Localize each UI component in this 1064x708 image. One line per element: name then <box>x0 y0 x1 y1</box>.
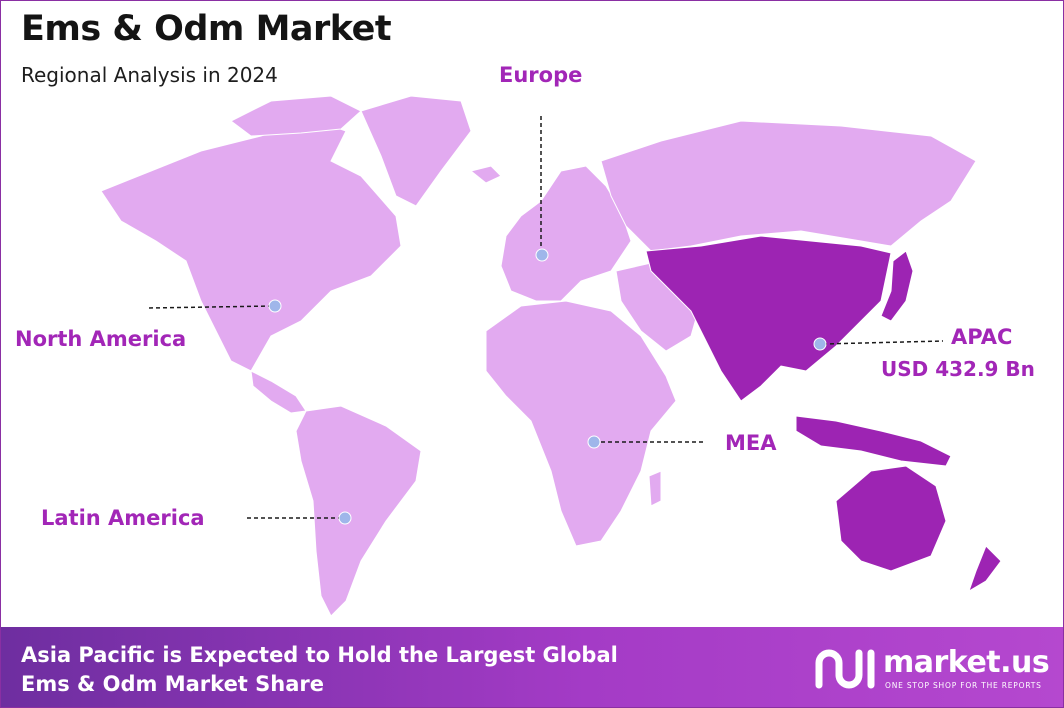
region-shape-southeast-asia-islands <box>795 415 952 467</box>
region-shape-australia <box>835 465 947 572</box>
region-shape-greenland <box>360 95 472 207</box>
apac-leader-line <box>822 340 944 345</box>
region-shape-south-america <box>295 405 422 617</box>
region-shape-japan <box>880 250 914 322</box>
footer-text: Asia Pacific is Expected to Hold the Lar… <box>21 641 721 699</box>
europe-label: Europe <box>499 63 583 87</box>
page-subtitle: Regional Analysis in 2024 <box>21 63 278 87</box>
latin-america-label: Latin America <box>41 506 205 530</box>
north-america-marker <box>268 299 282 313</box>
world-map <box>100 95 1002 617</box>
mea-marker <box>587 435 601 449</box>
apac-value: USD 432.9 Bn <box>881 357 1035 381</box>
region-shape-madagascar <box>648 470 662 507</box>
brand-logo: market.us ONE STOP SHOP FOR THE REPORTS <box>813 643 1053 695</box>
page-title: Ems & Odm Market <box>21 9 392 49</box>
region-shape-canada-islands <box>230 95 362 137</box>
footer-banner: Asia Pacific is Expected to Hold the Lar… <box>1 627 1063 707</box>
footer-line-2: Ems & Odm Market Share <box>21 672 325 696</box>
mea-label: MEA <box>725 431 777 455</box>
latin-america-marker <box>338 511 352 525</box>
apac-marker <box>813 337 827 351</box>
apac-label: APAC <box>951 325 1013 349</box>
region-shape-central-america <box>250 370 307 414</box>
footer-line-1: Asia Pacific is Expected to Hold the Lar… <box>21 643 618 667</box>
region-shape-iceland <box>469 165 502 184</box>
brand-name: market.us <box>883 645 1050 680</box>
region-shape-africa <box>485 300 677 547</box>
market-us-logo-icon <box>815 649 875 689</box>
region-shape-new-zealand <box>968 545 1002 593</box>
brand-tagline: ONE STOP SHOP FOR THE REPORTS <box>885 681 1042 690</box>
region-shape-europe <box>500 165 632 302</box>
region-shape-russia <box>600 120 977 252</box>
region-shape-asia-pacific <box>645 235 892 402</box>
north-america-label: North America <box>15 327 187 351</box>
europe-marker <box>535 248 549 262</box>
